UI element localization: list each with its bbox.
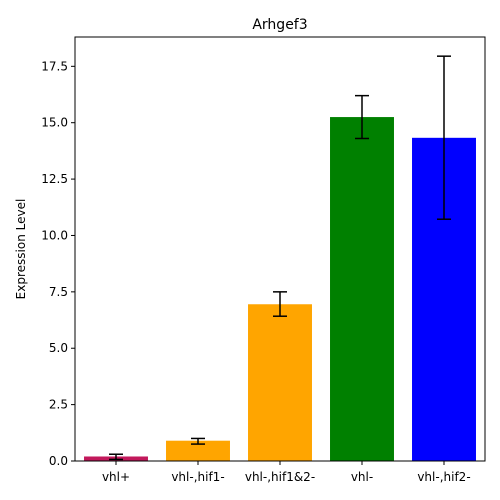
- y-tick-label-3: 7.5: [49, 285, 68, 299]
- y-tick-label-2: 5.0: [49, 341, 68, 355]
- y-tick-label-6: 15.0: [41, 116, 68, 130]
- chart-title: Arhgef3: [252, 17, 307, 33]
- bar-2: [248, 304, 312, 461]
- y-axis-label: Expression Level: [14, 199, 28, 300]
- x-tick-label-4: vhl-,hif2-: [417, 470, 470, 484]
- bar-1: [166, 440, 230, 461]
- y-tick-label-5: 12.5: [41, 172, 68, 186]
- x-tick-label-2: vhl-,hif1&2-: [245, 470, 315, 484]
- plot-area: 0.0 2.5 5.0 7.5 10.0 12.5 15.0 17.5 vhl+ vhl-,hif…: [41, 36, 486, 484]
- x-tick-label-1: vhl-,hif1-: [171, 470, 224, 484]
- y-tick-label-0: 0.0: [49, 454, 68, 468]
- x-tick-label-3: vhl-: [351, 470, 373, 484]
- y-tick-label-4: 10.0: [41, 228, 68, 242]
- bar-3: [330, 117, 394, 461]
- x-tick-label-0: vhl+: [102, 470, 130, 484]
- y-tick-label-1: 2.5: [49, 398, 68, 412]
- y-tick-label-7: 17.5: [41, 59, 68, 73]
